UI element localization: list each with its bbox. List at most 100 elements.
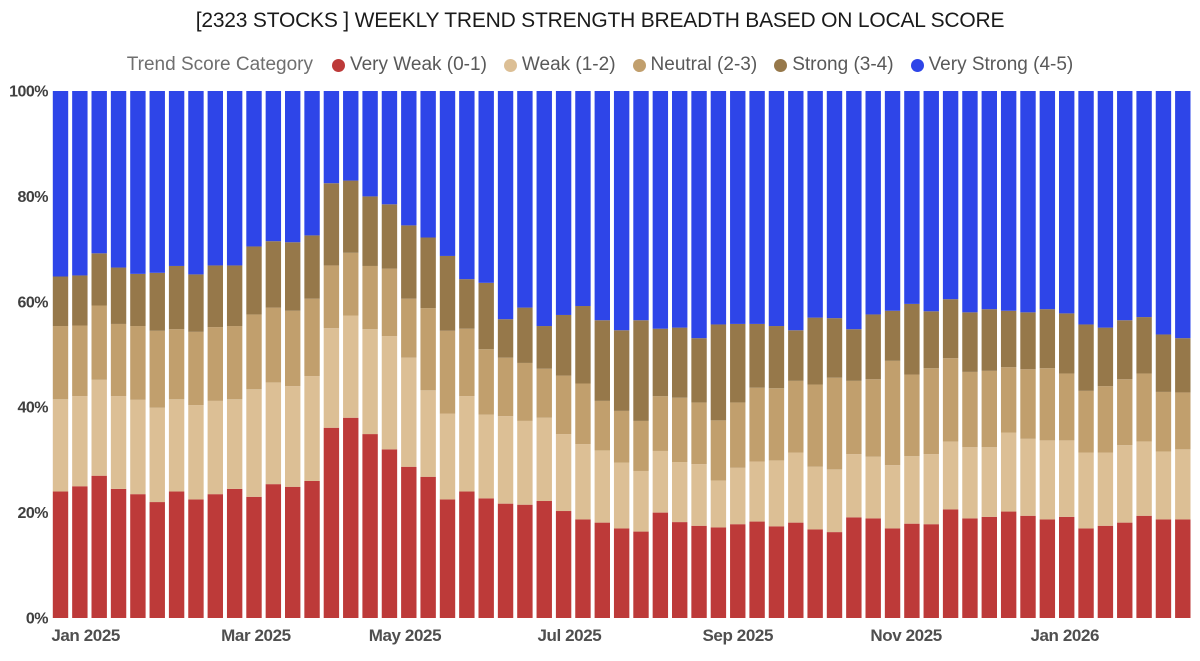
bar-week-1-segment-4[interactable] <box>72 91 88 276</box>
bar-week-45-segment-1[interactable] <box>923 454 939 525</box>
bar-week-23-segment-4[interactable] <box>497 91 514 320</box>
bar-week-47-segment-0[interactable] <box>962 518 978 618</box>
bar-week-7-segment-3[interactable] <box>188 274 204 332</box>
bar-week-57-segment-3[interactable] <box>1155 334 1172 392</box>
bar-week-25-segment-4[interactable] <box>536 91 552 327</box>
bar-week-24-segment-0[interactable] <box>517 504 533 618</box>
bar-week-20-segment-3[interactable] <box>439 255 456 331</box>
bar-week-54-segment-1[interactable] <box>1097 452 1114 526</box>
bar-week-45-segment-3[interactable] <box>923 311 939 369</box>
bar-week-55-segment-3[interactable] <box>1117 320 1133 380</box>
bar-week-17-segment-2[interactable] <box>381 268 398 337</box>
bar-week-52-segment-1[interactable] <box>1059 440 1075 517</box>
bar-week-42-segment-4[interactable] <box>865 91 881 315</box>
bar-week-23-segment-3[interactable] <box>497 319 514 358</box>
bar-week-4-segment-1[interactable] <box>130 399 146 495</box>
bar-week-33-segment-3[interactable] <box>691 338 707 403</box>
bar-week-14-segment-3[interactable] <box>323 183 340 266</box>
bar-week-51-segment-3[interactable] <box>1039 309 1056 369</box>
bar-week-4-segment-2[interactable] <box>130 326 146 400</box>
bar-week-35-segment-3[interactable] <box>730 323 746 403</box>
bar-week-45-segment-4[interactable] <box>923 91 939 312</box>
bar-week-3[interactable] <box>110 91 127 618</box>
bar-week-21-segment-3[interactable] <box>459 279 475 329</box>
bar-week-58-segment-4[interactable] <box>1175 91 1191 339</box>
bar-week-48-segment-1[interactable] <box>981 447 997 517</box>
bar-week-1-segment-2[interactable] <box>72 325 88 397</box>
bar-week-33-segment-0[interactable] <box>691 525 707 618</box>
bar-week-23[interactable] <box>497 91 514 618</box>
bar-week-13-segment-0[interactable] <box>304 480 320 618</box>
bar-week-17-segment-4[interactable] <box>381 91 398 205</box>
bar-week-32-segment-0[interactable] <box>672 522 688 618</box>
bar-week-54-segment-3[interactable] <box>1097 327 1114 387</box>
bar-week-34-segment-3[interactable] <box>710 324 727 421</box>
bar-week-22-segment-0[interactable] <box>478 498 494 618</box>
bar-week-34-segment-0[interactable] <box>710 527 727 618</box>
bar-week-3-segment-4[interactable] <box>110 91 127 268</box>
bar-week-22-segment-1[interactable] <box>478 414 494 499</box>
bar-week-54-segment-0[interactable] <box>1097 525 1114 618</box>
bar-week-2-segment-4[interactable] <box>91 91 107 254</box>
bar-week-9-segment-4[interactable] <box>226 91 243 266</box>
bar-week-40-segment-3[interactable] <box>826 318 843 378</box>
bar-week-20-segment-2[interactable] <box>439 330 456 414</box>
bar-week-2-segment-1[interactable] <box>91 379 107 476</box>
bar-week-27-segment-2[interactable] <box>575 383 591 445</box>
bar-week-49-segment-0[interactable] <box>1000 511 1017 618</box>
bar-week-17-segment-0[interactable] <box>381 449 398 618</box>
bar-week-3-segment-0[interactable] <box>110 488 127 618</box>
bar-week-22-segment-4[interactable] <box>478 91 494 283</box>
bar-week-22-segment-3[interactable] <box>478 282 494 350</box>
bar-week-3-segment-2[interactable] <box>110 323 127 397</box>
bar-week-52-segment-4[interactable] <box>1059 91 1075 314</box>
bar-week-34-segment-2[interactable] <box>710 420 727 481</box>
bar-week-36-segment-3[interactable] <box>749 323 765 388</box>
bar-week-35[interactable] <box>730 91 746 618</box>
bar-week-18[interactable] <box>401 91 417 618</box>
bar-week-21-segment-1[interactable] <box>459 396 475 492</box>
bar-week-49-segment-4[interactable] <box>1000 91 1017 311</box>
bar-week-35-segment-1[interactable] <box>730 467 746 525</box>
legend-item-very-0[interactable]: Very Weak (0-1) <box>331 54 487 76</box>
bar-week-54-segment-4[interactable] <box>1097 91 1114 328</box>
bar-week-12-segment-2[interactable] <box>285 310 301 387</box>
bar-week-53-segment-4[interactable] <box>1078 91 1094 325</box>
bar-week-57-segment-1[interactable] <box>1155 451 1172 520</box>
bar-week-48[interactable] <box>981 91 997 618</box>
bar-week-19-segment-1[interactable] <box>420 390 436 477</box>
bar-week-11-segment-4[interactable] <box>265 91 282 242</box>
bar-week-11[interactable] <box>265 91 282 618</box>
bar-week-1-segment-0[interactable] <box>72 486 88 618</box>
bar-week-16-segment-1[interactable] <box>362 329 378 435</box>
bar-week-37-segment-1[interactable] <box>768 460 785 527</box>
bar-week-3-segment-3[interactable] <box>110 267 127 324</box>
bar-week-13-segment-2[interactable] <box>304 298 320 377</box>
bar-week-55-segment-1[interactable] <box>1117 445 1133 523</box>
bar-week-8[interactable] <box>207 91 223 618</box>
bar-week-43-segment-3[interactable] <box>884 310 901 361</box>
bar-week-30[interactable] <box>633 91 649 618</box>
bar-week-52-segment-2[interactable] <box>1059 373 1075 441</box>
bar-week-15-segment-4[interactable] <box>343 91 359 181</box>
bar-week-8-segment-2[interactable] <box>207 327 223 401</box>
bar-week-16-segment-2[interactable] <box>362 265 378 330</box>
bar-week-47-segment-4[interactable] <box>962 91 978 313</box>
bar-week-7-segment-1[interactable] <box>188 405 204 500</box>
bar-week-10-segment-0[interactable] <box>246 496 262 618</box>
bar-week-57-segment-4[interactable] <box>1155 91 1172 335</box>
bar-week-20[interactable] <box>439 91 456 618</box>
bar-week-4-segment-3[interactable] <box>130 273 146 327</box>
bar-week-40-segment-0[interactable] <box>826 532 843 618</box>
bar-week-26[interactable] <box>555 91 572 618</box>
bar-week-41[interactable] <box>846 91 862 618</box>
bar-week-24-segment-2[interactable] <box>517 362 533 421</box>
bar-week-10-segment-3[interactable] <box>246 246 262 315</box>
bar-week-43-segment-0[interactable] <box>884 528 901 618</box>
bar-week-56[interactable] <box>1136 91 1152 618</box>
bar-week-29-segment-0[interactable] <box>613 528 630 618</box>
bar-week-5-segment-1[interactable] <box>149 407 165 503</box>
bar-week-45[interactable] <box>923 91 939 618</box>
bar-week-38-segment-2[interactable] <box>788 380 804 453</box>
bar-week-41-segment-0[interactable] <box>846 517 862 618</box>
